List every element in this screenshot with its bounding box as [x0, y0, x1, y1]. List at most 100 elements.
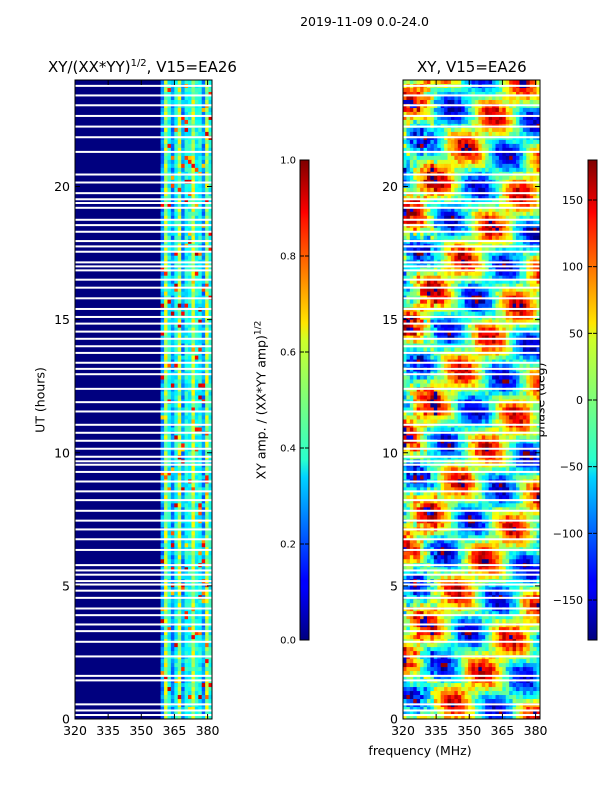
amp-cell: [167, 675, 172, 680]
amp-cell: [208, 611, 213, 616]
phase-cell: [526, 247, 531, 253]
amp-cell: [170, 119, 175, 125]
phase-cell: [437, 247, 442, 253]
amp-cell: [201, 355, 206, 360]
phase-cell: [406, 303, 411, 309]
phase-cell: [492, 199, 496, 205]
phase-cell: [433, 283, 438, 289]
amp-cell: [208, 359, 213, 364]
phase-cell: [512, 139, 517, 145]
phase-cell: [495, 87, 500, 93]
amp-cell: [191, 279, 196, 285]
amp-cell: [198, 359, 203, 364]
phase-cell: [495, 111, 500, 117]
phase-cell: [444, 303, 448, 309]
phase-cell: [464, 91, 469, 97]
amp-cell: [194, 699, 199, 704]
amp-cell: [177, 507, 182, 512]
phase-cell: [522, 155, 527, 161]
amp-cell: [201, 227, 206, 233]
amp-cell: [167, 571, 172, 576]
amp-cell: [160, 543, 165, 548]
amp-cell: [205, 715, 209, 720]
phase-cell: [474, 327, 479, 332]
amp-cell: [208, 195, 213, 201]
amp-cell: [205, 403, 209, 408]
amp-cell: [184, 555, 189, 560]
amp-cell: [194, 683, 199, 688]
amp-cell: [205, 451, 209, 456]
phase-cell: [413, 143, 418, 149]
phase-cell: [450, 219, 455, 225]
phase-cell: [464, 119, 469, 125]
amp-cell: [208, 535, 213, 540]
amp-cell: [184, 443, 189, 448]
amp-cell: [160, 687, 165, 692]
amp-cell: [167, 363, 172, 368]
amp-cell: [177, 443, 182, 448]
phase-cell: [464, 287, 469, 293]
amp-cell: [170, 347, 175, 352]
amp-cell: [181, 467, 185, 472]
phase-cell: [522, 319, 527, 325]
amp-cell: [191, 355, 196, 360]
phase-cell: [505, 231, 510, 237]
phase-cell: [509, 311, 513, 317]
phase-cell: [529, 187, 534, 193]
amp-cell: [188, 403, 192, 408]
amp-cell: [201, 159, 206, 165]
phase-cell: [536, 111, 541, 117]
phase-cell: [485, 251, 490, 257]
amp-cell: [191, 495, 196, 500]
phase-cell: [454, 255, 459, 261]
phase-cell: [485, 227, 490, 233]
phase-cell: [406, 215, 411, 221]
amp-cell: [191, 487, 196, 492]
amp-cell: [177, 395, 182, 400]
phase-cell: [478, 319, 483, 325]
amp-cell: [184, 227, 189, 233]
phase-cell: [416, 299, 421, 305]
phase-cell: [485, 187, 490, 193]
amp-cell: [201, 155, 206, 161]
phase-cell: [536, 203, 541, 209]
amp-cell: [188, 355, 192, 360]
amp-cell: [208, 667, 213, 672]
amp-cell: [194, 335, 199, 340]
amp-cell: [191, 107, 196, 113]
amp-cell: [174, 383, 179, 388]
phase-cell: [478, 271, 483, 277]
phase-cell: [444, 167, 448, 173]
amp-cell: [201, 511, 206, 516]
phase-cell: [492, 107, 496, 113]
phase-cell: [416, 159, 421, 165]
phase-cell: [433, 131, 438, 137]
amp-cell: [184, 407, 189, 412]
amp-cell: [160, 339, 165, 344]
phase-cell: [447, 115, 452, 121]
amp-cell: [201, 335, 206, 340]
amp-cell: [198, 251, 203, 257]
phase-cell: [464, 319, 469, 325]
phase-cell: [457, 207, 462, 213]
amp-cell: [208, 591, 213, 596]
phase-cell: [447, 147, 452, 153]
amp-cell: [205, 187, 209, 193]
amp-cell: [191, 691, 196, 696]
phase-cell: [447, 275, 452, 281]
phase-cell: [519, 159, 524, 165]
amp-cell: [194, 163, 199, 169]
amp-cell: [188, 707, 192, 712]
phase-cell: [423, 323, 428, 329]
amp-cell: [205, 139, 209, 145]
phase-cell: [433, 183, 438, 189]
amp-cell: [184, 347, 189, 352]
phase-cell: [505, 227, 510, 233]
amp-cell: [170, 203, 175, 209]
amp-cell: [208, 379, 213, 384]
amp-cell: [184, 255, 189, 261]
phase-cell: [450, 215, 455, 221]
phase-cell: [450, 87, 455, 93]
amp-cell: [160, 363, 165, 368]
phase-cell: [495, 91, 500, 97]
